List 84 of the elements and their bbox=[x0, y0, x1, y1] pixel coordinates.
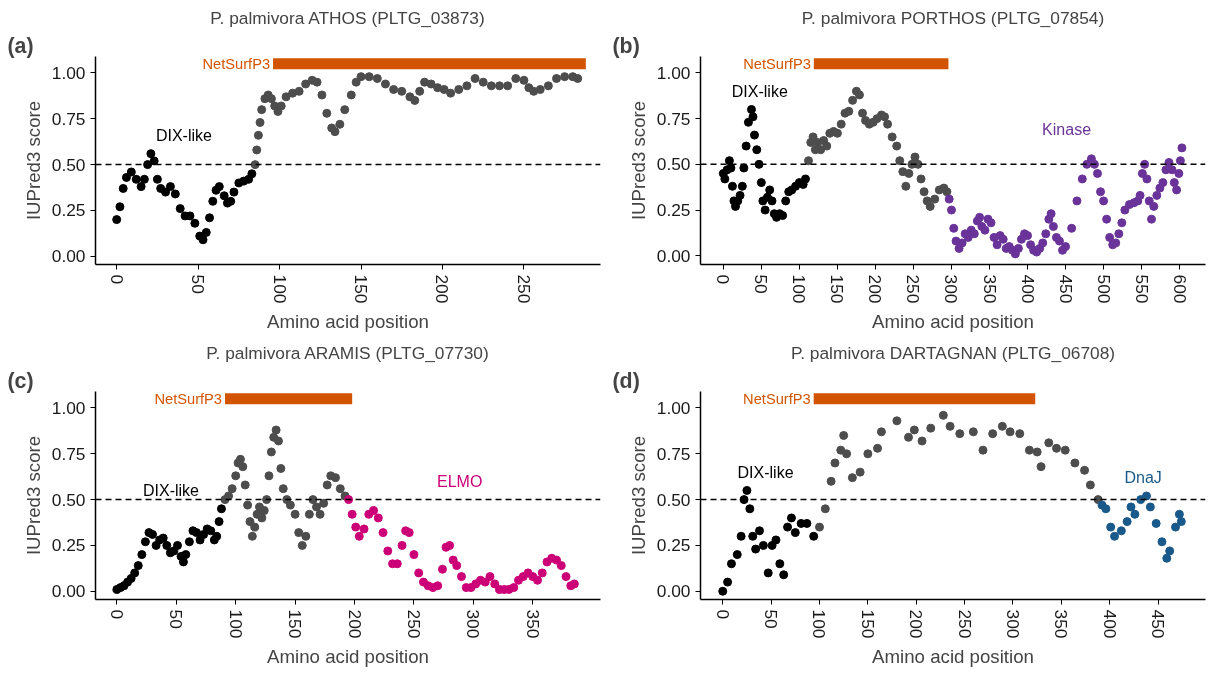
x-axis-title: Amino acid position bbox=[267, 646, 429, 668]
x-tick-label: 400 bbox=[1099, 609, 1120, 639]
y-tick-label: 0.50 bbox=[656, 489, 691, 510]
chart-title: P. palmivora DARTAGNAN (PLTG_06708) bbox=[790, 342, 1116, 363]
x-tick-label: 150 bbox=[827, 274, 848, 304]
y-tick-label: 0.50 bbox=[51, 489, 86, 510]
y-tick-label: 1.00 bbox=[51, 397, 86, 418]
series-label: DIX-like bbox=[731, 82, 788, 100]
series-label: DIX-like bbox=[737, 463, 794, 481]
x-tick-label: 150 bbox=[857, 609, 878, 639]
y-tick-label: 1.00 bbox=[51, 62, 86, 83]
text: ELMO bbox=[436, 472, 483, 490]
series-label: DIX-like bbox=[155, 126, 213, 144]
y-axis-title: IUPred3 score bbox=[22, 100, 44, 221]
y-tick-label: 0.00 bbox=[656, 581, 691, 602]
y-tick-label: 0.00 bbox=[51, 246, 86, 267]
y-tick-label: 0.25 bbox=[51, 200, 86, 221]
x-tick-label: 600 bbox=[1169, 274, 1190, 304]
x-tick-label: 200 bbox=[865, 274, 886, 304]
x-tick-label: 450 bbox=[1148, 609, 1169, 639]
y-tick-label: 0.00 bbox=[656, 245, 691, 266]
y-axis-title: IUPred3 score bbox=[627, 100, 649, 221]
y-tick-label: 0.75 bbox=[51, 443, 86, 464]
y-tick-label: 1.00 bbox=[656, 62, 691, 83]
x-tick-label: 100 bbox=[269, 274, 290, 304]
x-tick-label: 250 bbox=[513, 274, 534, 304]
x-tick-label: 250 bbox=[403, 609, 424, 639]
x-tick-label: 50 bbox=[166, 609, 187, 629]
text: (c) bbox=[7, 368, 34, 393]
x-tick-label: 50 bbox=[188, 274, 209, 294]
series-label: Kinase bbox=[1042, 121, 1092, 139]
y-tick-label: 0.50 bbox=[656, 154, 691, 175]
x-tick-label: 250 bbox=[954, 609, 975, 639]
x-tick-label: 550 bbox=[1131, 274, 1152, 304]
x-axis-title: Amino acid position bbox=[872, 311, 1034, 333]
y-tick-label: 0.25 bbox=[51, 535, 86, 556]
series-label: NetSurfP3 bbox=[154, 390, 223, 407]
x-tick-label: 150 bbox=[351, 274, 372, 304]
x-tick-label: 200 bbox=[906, 609, 927, 639]
x-tick-label: 100 bbox=[789, 274, 810, 304]
chart-title: P. palmivora PORTHOS (PLTG_07854) bbox=[801, 7, 1105, 28]
x-tick-label: 0 bbox=[106, 609, 127, 620]
y-axis-title: IUPred3 score bbox=[627, 435, 649, 556]
y-tick-label: 0.75 bbox=[51, 108, 86, 129]
x-tick-label: 350 bbox=[1051, 609, 1072, 639]
y-tick-label: 1.00 bbox=[656, 397, 691, 418]
x-tick-label: 0 bbox=[713, 274, 734, 285]
series-label: DIX-like bbox=[142, 481, 200, 499]
y-tick-label: 0.50 bbox=[51, 154, 86, 175]
x-tick-label: 50 bbox=[751, 274, 772, 294]
chart-title: P. palmivora ARAMIS (PLTG_07730) bbox=[206, 342, 489, 363]
series-label: NetSurfP3 bbox=[743, 390, 811, 407]
chart-title: P. palmivora ATHOS (PLTG_03873) bbox=[210, 7, 485, 28]
y-axis-title: IUPred3 score bbox=[22, 435, 44, 556]
x-tick-label: 50 bbox=[761, 609, 782, 629]
x-tick-label: 450 bbox=[1055, 274, 1076, 304]
text: (b) bbox=[612, 33, 640, 58]
x-tick-label: 300 bbox=[1002, 609, 1023, 639]
x-tick-label: 250 bbox=[903, 274, 924, 304]
x-axis-title: Amino acid position bbox=[267, 311, 429, 333]
x-axis-title: Amino acid position bbox=[872, 646, 1034, 668]
y-tick-label: 0.75 bbox=[656, 108, 691, 129]
x-tick-label: 200 bbox=[432, 274, 453, 304]
y-tick-label: 0.25 bbox=[656, 535, 691, 556]
y-tick-label: 0.75 bbox=[656, 443, 691, 464]
x-tick-label: 300 bbox=[941, 274, 962, 304]
x-tick-label: 350 bbox=[522, 609, 543, 639]
x-tick-label: 100 bbox=[809, 609, 830, 639]
series-label: DnaJ bbox=[1124, 469, 1162, 487]
x-tick-label: 500 bbox=[1093, 274, 1114, 304]
text: (d) bbox=[612, 368, 640, 393]
x-tick-label: 300 bbox=[463, 609, 484, 639]
x-tick-label: 400 bbox=[1017, 274, 1038, 304]
series-label: NetSurfP3 bbox=[202, 55, 271, 72]
text: (a) bbox=[7, 33, 34, 58]
x-tick-label: 150 bbox=[285, 609, 306, 639]
series-label: NetSurfP3 bbox=[743, 55, 811, 72]
x-tick-label: 100 bbox=[225, 609, 246, 639]
x-tick-label: 0 bbox=[712, 609, 733, 620]
x-tick-label: 200 bbox=[344, 609, 365, 639]
y-tick-label: 0.00 bbox=[51, 581, 86, 602]
x-tick-label: 350 bbox=[979, 274, 1000, 304]
y-tick-label: 0.25 bbox=[656, 200, 691, 221]
x-tick-label: 0 bbox=[106, 274, 127, 285]
